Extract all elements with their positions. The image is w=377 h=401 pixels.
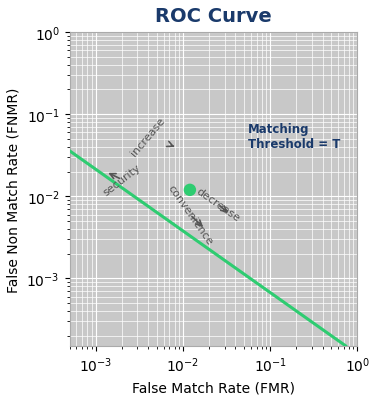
- Point: [187, 187, 193, 194]
- X-axis label: False Match Rate (FMR): False Match Rate (FMR): [132, 380, 295, 394]
- Y-axis label: False Non Match Rate (FNMR): False Non Match Rate (FNMR): [7, 87, 21, 292]
- Text: convenience: convenience: [166, 183, 214, 247]
- Text: Matching
Threshold = T: Matching Threshold = T: [248, 122, 340, 150]
- Text: decrease: decrease: [194, 186, 241, 223]
- Title: ROC Curve: ROC Curve: [155, 7, 272, 26]
- Text: security: security: [101, 162, 143, 198]
- Text: increase: increase: [129, 115, 173, 158]
